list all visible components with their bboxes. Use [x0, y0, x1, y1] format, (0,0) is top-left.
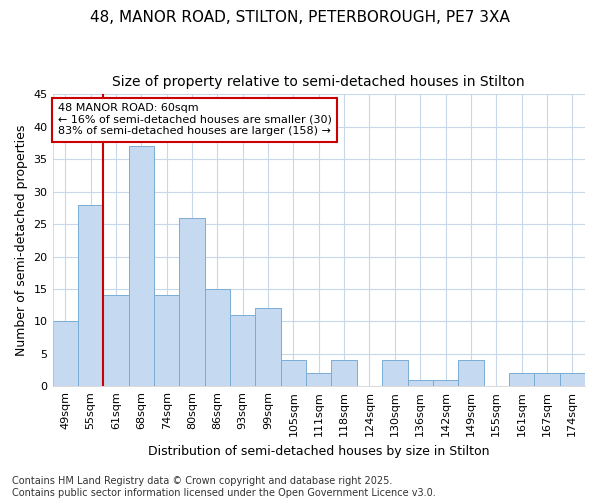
Bar [230, 315, 256, 386]
Bar [306, 374, 331, 386]
Y-axis label: Number of semi-detached properties: Number of semi-detached properties [15, 124, 28, 356]
Bar [103, 296, 128, 386]
Text: 48, MANOR ROAD, STILTON, PETERBOROUGH, PE7 3XA: 48, MANOR ROAD, STILTON, PETERBOROUGH, P… [90, 10, 510, 25]
Bar [509, 374, 534, 386]
Bar [458, 360, 484, 386]
Bar [433, 380, 458, 386]
Bar [205, 289, 230, 386]
Title: Size of property relative to semi-detached houses in Stilton: Size of property relative to semi-detach… [112, 75, 525, 89]
Bar [78, 204, 103, 386]
Bar [154, 296, 179, 386]
Bar [331, 360, 357, 386]
Text: 48 MANOR ROAD: 60sqm
← 16% of semi-detached houses are smaller (30)
83% of semi-: 48 MANOR ROAD: 60sqm ← 16% of semi-detac… [58, 103, 332, 136]
Bar [179, 218, 205, 386]
Bar [128, 146, 154, 386]
X-axis label: Distribution of semi-detached houses by size in Stilton: Distribution of semi-detached houses by … [148, 444, 490, 458]
Bar [256, 308, 281, 386]
Bar [534, 374, 560, 386]
Bar [53, 322, 78, 386]
Bar [382, 360, 407, 386]
Bar [407, 380, 433, 386]
Bar [560, 374, 585, 386]
Text: Contains HM Land Registry data © Crown copyright and database right 2025.
Contai: Contains HM Land Registry data © Crown c… [12, 476, 436, 498]
Bar [281, 360, 306, 386]
